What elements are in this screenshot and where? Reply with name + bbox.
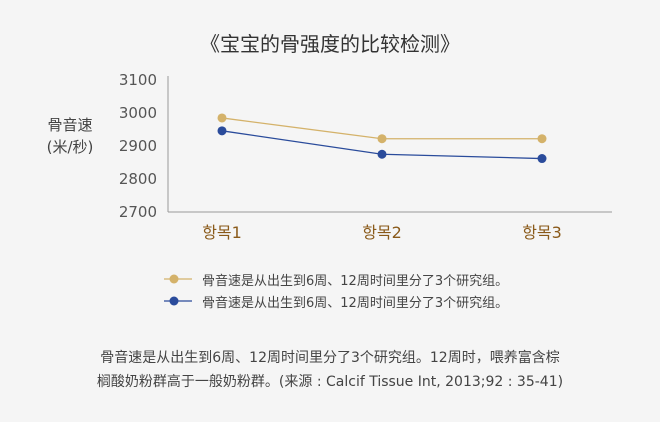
- y-axis-label-line1: 骨音速: [47, 116, 93, 134]
- footnote-line-2: 榈酸奶粉群高于一般奶粉群。(来源 : Calcif Tissue Int, 20…: [96, 374, 564, 390]
- legend-swatch-1: [164, 274, 192, 284]
- line-chart: 3100 3000 2900 2800 2700 항목1 항목2 항목3: [119, 71, 612, 242]
- series-2-point: [537, 154, 547, 164]
- y-axis-label-line2: (米/秒): [46, 138, 94, 156]
- legend-swatch-2: [164, 296, 192, 306]
- y-tick-label: 3100: [119, 71, 157, 89]
- y-tick-label: 3000: [119, 104, 157, 122]
- y-tick-label: 2900: [119, 137, 157, 155]
- footnote-line-1: 骨音速是从出生到6周、12周时间里分了3个研究组。12周时，喂养富含棕: [100, 350, 560, 366]
- series-1-point: [217, 113, 227, 123]
- y-axis-label: 骨音速 (米/秒): [30, 114, 110, 158]
- x-tick-label: 항목1: [202, 223, 242, 242]
- legend-entry-2: 骨音速是从出生到6周、12周时间里分了3个研究组。: [162, 290, 508, 312]
- source-footnote: 骨音速是从出生到6周、12周时间里分了3个研究组。12周时，喂养富含棕 榈酸奶粉…: [0, 346, 660, 394]
- x-tick-label: 항목2: [362, 223, 402, 242]
- series-2-point: [217, 126, 227, 136]
- chart-legend: 骨音速是从出生到6周、12周时间里分了3个研究组。 骨音速是从出生到6周、12周时…: [162, 268, 508, 312]
- x-tick-label: 항목3: [522, 223, 562, 242]
- series-1-point: [537, 134, 547, 144]
- series-2-point: [377, 149, 387, 159]
- legend-label-1: 骨音速是从出生到6周、12周时间里分了3个研究组。: [202, 273, 509, 289]
- legend-label-2: 骨音速是从出生到6周、12周时间里分了3个研究组。: [202, 295, 509, 311]
- series-1-point: [377, 134, 387, 144]
- y-tick-label: 2800: [119, 170, 157, 188]
- legend-entry-1: 骨音速是从出生到6周、12周时间里分了3个研究组。: [162, 268, 508, 290]
- y-tick-label: 2700: [119, 203, 157, 221]
- chart-title: 《宝宝的骨强度的比较检测》: [200, 32, 460, 56]
